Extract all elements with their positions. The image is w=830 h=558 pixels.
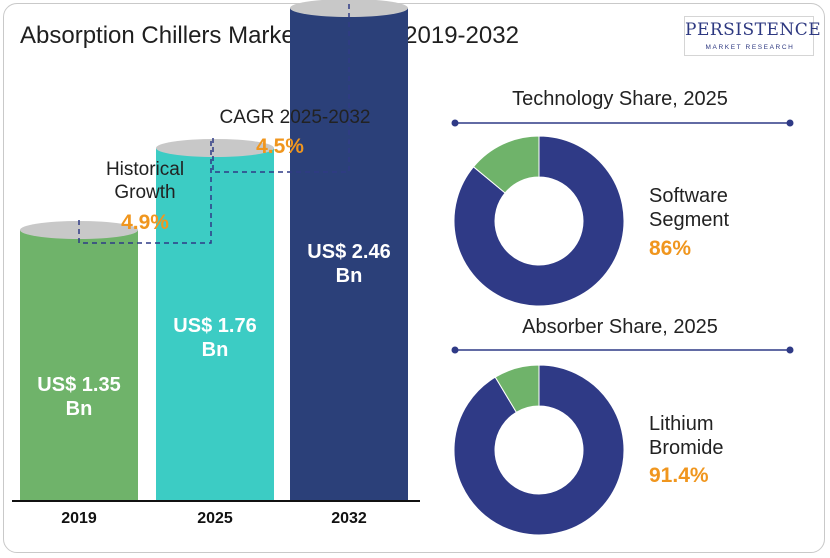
cagr-value: 4.5% <box>256 135 304 158</box>
donut-technology-main-slice <box>453 135 625 307</box>
logo-wordmark: PERSISTENCE <box>685 20 822 40</box>
absorber-segment-label: Lithium Bromide <box>649 412 723 460</box>
historical-growth-value: 4.9% <box>121 211 169 234</box>
bar-2032-value-line1: US$ 2.46 <box>307 241 391 263</box>
absorber-share-value: 91.4% <box>649 464 709 487</box>
cagr-label: CAGR 2025-2032 <box>219 107 371 128</box>
bar-2025-value: US$ 1.76 Bn <box>156 314 274 362</box>
infographic-frame <box>3 3 825 553</box>
cagr-connector <box>212 0 350 173</box>
bar-2025-value-line1: US$ 1.76 <box>173 315 257 337</box>
technology-segment-line2: Segment <box>649 209 730 231</box>
x-tick-2019: 2019 <box>61 510 97 527</box>
x-tick-2025: 2025 <box>197 510 233 527</box>
absorber-divider-dot-right <box>786 346 794 354</box>
absorber-segment-line2: Bromide <box>649 437 724 459</box>
bar-2019-value-line2: Bn <box>65 398 93 420</box>
x-tick-2032: 2032 <box>331 510 367 527</box>
historical-growth-label: Historical Growth <box>75 158 215 204</box>
page-title: Absorption Chillers Market Outlook, 2019… <box>20 22 519 49</box>
brand-logo: PERSISTENCE MARKET RESEARCH <box>684 16 822 56</box>
technology-share-value: 86% <box>649 237 692 260</box>
technology-share-title: Technology Share, 2025 <box>512 88 728 110</box>
technology-segment-label: Software Segment <box>649 184 729 232</box>
bar-2032-value-line2: Bn <box>335 265 363 287</box>
bar-2019-value-line1: US$ 1.35 <box>37 374 121 396</box>
donut-technology-rest-slice <box>472 135 540 194</box>
donut-absorber-rest-slice <box>494 364 540 413</box>
bar-2025 <box>156 148 274 500</box>
bar-2032-value: US$ 2.46 Bn <box>290 240 408 288</box>
bar-2019 <box>20 230 138 500</box>
historical-growth-line1: Historical <box>105 159 185 180</box>
technology-segment-line1: Software <box>649 185 728 207</box>
technology-divider-dot-left <box>451 119 459 127</box>
bar-2025-value-line2: Bn <box>201 339 229 361</box>
absorber-segment-line1: Lithium <box>649 413 714 435</box>
donut-absorber-main-slice <box>453 364 625 536</box>
absorber-divider-dot-left <box>451 346 459 354</box>
bar-2025-cap <box>156 139 274 157</box>
technology-divider-dot-right <box>786 119 794 127</box>
historical-growth-line2: Growth <box>114 182 176 203</box>
historical-growth-connector <box>78 138 212 244</box>
absorber-share-title: Absorber Share, 2025 <box>522 316 718 338</box>
logo-tagline: MARKET RESEARCH <box>705 44 795 51</box>
bar-2019-value: US$ 1.35 Bn <box>20 373 138 421</box>
